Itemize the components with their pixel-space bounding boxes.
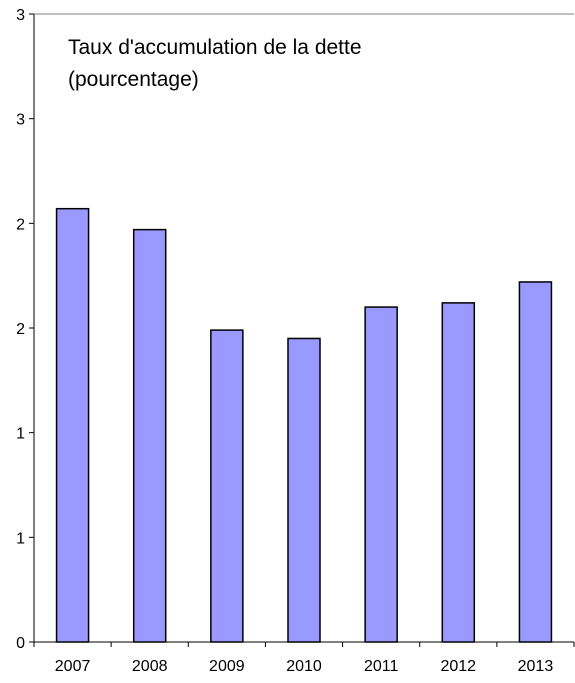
bar-2008 <box>132 228 167 643</box>
bar-2010 <box>287 337 321 643</box>
y-tick-label: 0 <box>16 635 25 652</box>
y-tick-label: 3 <box>16 112 25 129</box>
bars <box>55 207 553 643</box>
y-axis: 0 1 1 2 2 3 3 <box>16 7 574 652</box>
x-axis: 2007 2008 2009 2010 2011 2012 2013 <box>33 641 575 675</box>
bar-2007 <box>55 207 90 643</box>
y-tick-label: 2 <box>16 216 25 233</box>
y-tick-label: 1 <box>16 530 25 547</box>
chart-title-line-1: Taux d'accumulation de la dette <box>68 36 362 59</box>
x-tick-label: 2007 <box>55 658 91 675</box>
x-tick-label: 2012 <box>440 658 476 675</box>
x-tick-label: 2010 <box>286 658 322 675</box>
bar-2009 <box>210 329 244 643</box>
bar-2013 <box>518 281 553 643</box>
x-tick-label: 2013 <box>518 658 554 675</box>
x-tick-label: 2008 <box>132 658 168 675</box>
x-tick-label: 2009 <box>209 658 245 675</box>
chart-title-line-2: (pourcentage) <box>68 68 199 91</box>
bar-2011 <box>364 306 398 643</box>
y-tick-label: 3 <box>16 7 25 24</box>
y-tick-label: 1 <box>16 426 25 443</box>
x-tick-label: 2011 <box>364 658 399 675</box>
y-tick-label: 2 <box>16 321 25 338</box>
bar-2012 <box>441 302 476 643</box>
